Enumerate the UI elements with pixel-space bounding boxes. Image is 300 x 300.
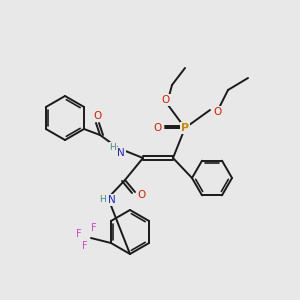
- Text: N: N: [108, 195, 116, 205]
- Text: O: O: [94, 111, 102, 121]
- Text: O: O: [213, 107, 221, 117]
- Text: P: P: [181, 123, 189, 133]
- Text: H: H: [110, 142, 116, 152]
- Text: O: O: [162, 95, 170, 105]
- Text: H: H: [100, 196, 106, 205]
- Text: N: N: [117, 148, 125, 158]
- Text: F: F: [91, 223, 97, 233]
- Text: O: O: [154, 123, 162, 133]
- Text: O: O: [138, 190, 146, 200]
- Text: F: F: [82, 241, 88, 251]
- Text: F: F: [76, 229, 82, 239]
